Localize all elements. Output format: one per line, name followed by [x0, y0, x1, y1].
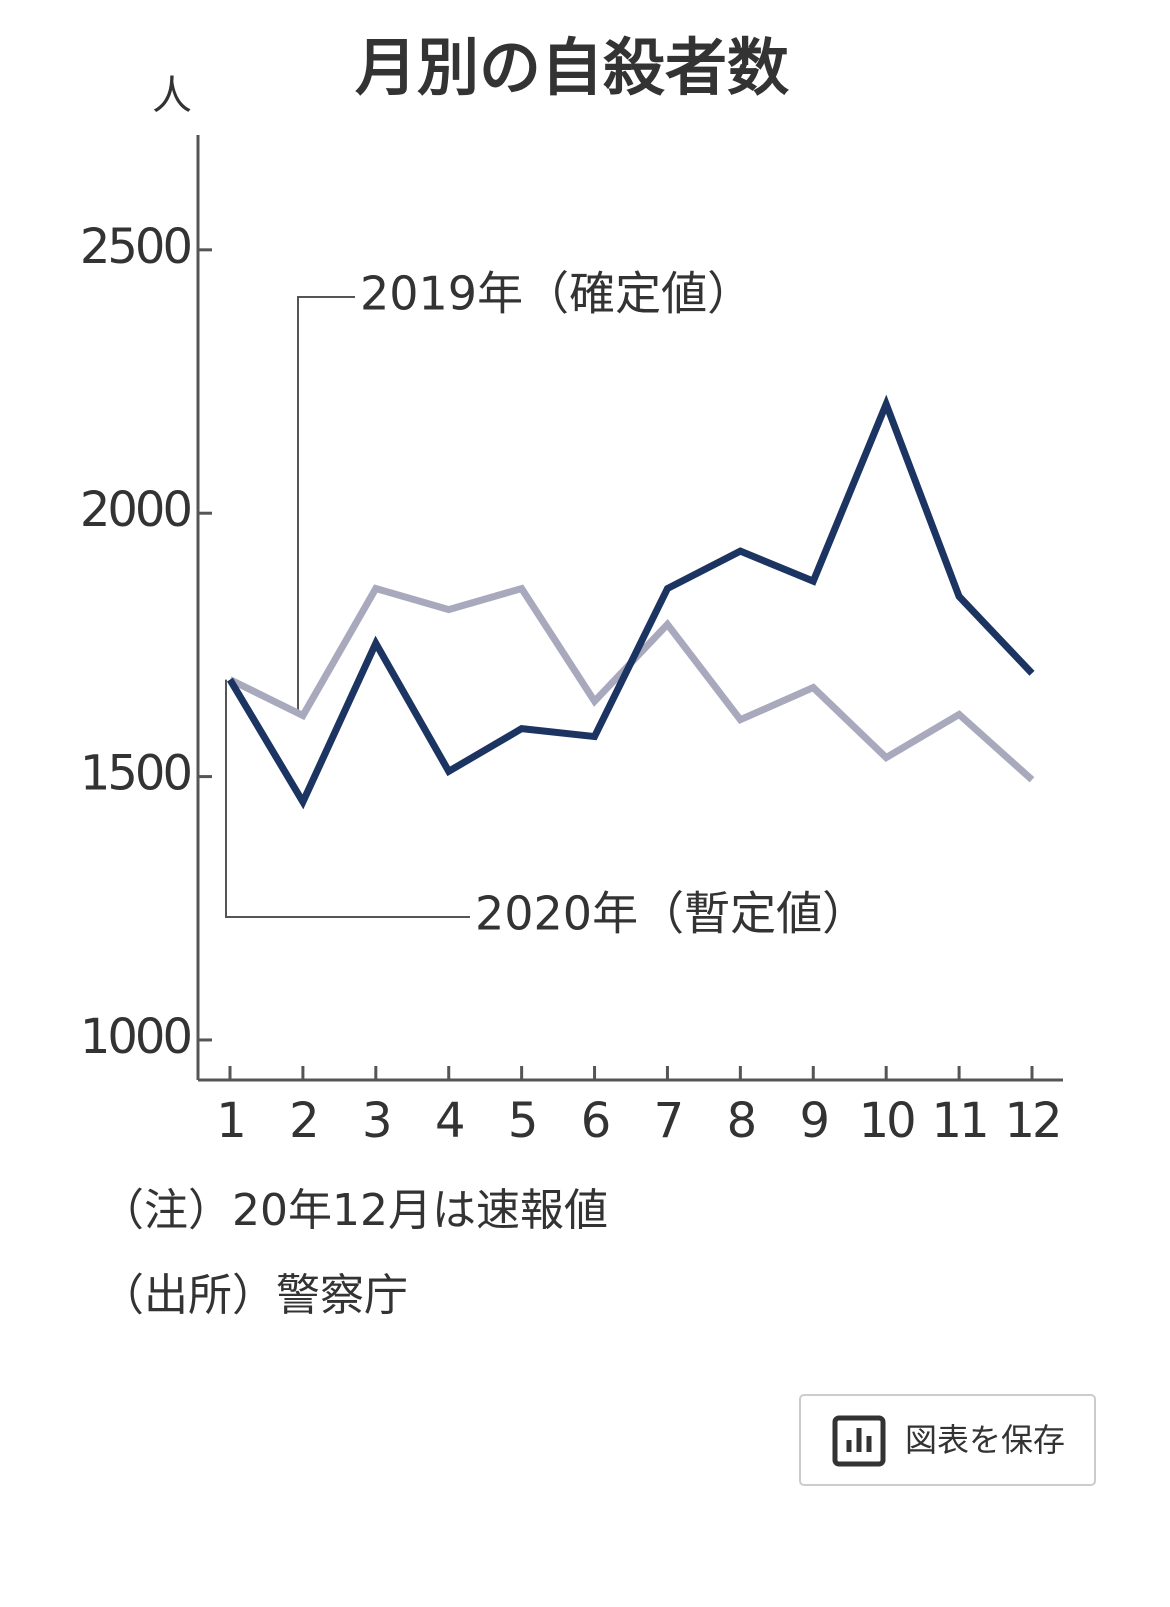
y-unit: 人: [152, 73, 192, 119]
series-label: 2020年（暫定値）: [475, 887, 868, 941]
chart-title: 月別の自殺者数: [355, 31, 789, 104]
series-line: [226, 394, 1035, 810]
save-button[interactable]: 図表を保存: [799, 1394, 1096, 1486]
note: （注）20年12月は速報値: [100, 1185, 608, 1236]
x-tick-label: 4: [435, 1093, 463, 1149]
leader-line: [297, 296, 355, 716]
x-tick-label: 2: [289, 1093, 317, 1149]
y-tick-label: 1000: [80, 1009, 191, 1065]
chart-icon: [832, 1415, 886, 1467]
y-tick-label: 1500: [80, 746, 191, 802]
x-tick-label: 3: [362, 1093, 390, 1149]
y-tick-label: 2000: [80, 482, 191, 538]
series-label: 2019年（確定値）: [360, 267, 753, 321]
x-tick-label: 1: [216, 1093, 244, 1149]
x-tick-label: 6: [581, 1093, 609, 1149]
leader-line: [225, 679, 470, 918]
x-tick-label: 5: [508, 1093, 536, 1149]
series-line: [228, 584, 1035, 783]
x-tick-label: 9: [799, 1093, 827, 1149]
x-tick-label: 11: [932, 1093, 987, 1149]
note: （出所）警察庁: [100, 1270, 408, 1321]
x-tick-label: 7: [654, 1093, 682, 1149]
button-label[interactable]: 図表を保存: [905, 1421, 1065, 1459]
y-tick-label: 2500: [80, 219, 191, 275]
x-tick-label: 8: [727, 1093, 755, 1149]
x-tick-label: 12: [1004, 1093, 1059, 1149]
x-tick-label: 10: [859, 1093, 915, 1149]
